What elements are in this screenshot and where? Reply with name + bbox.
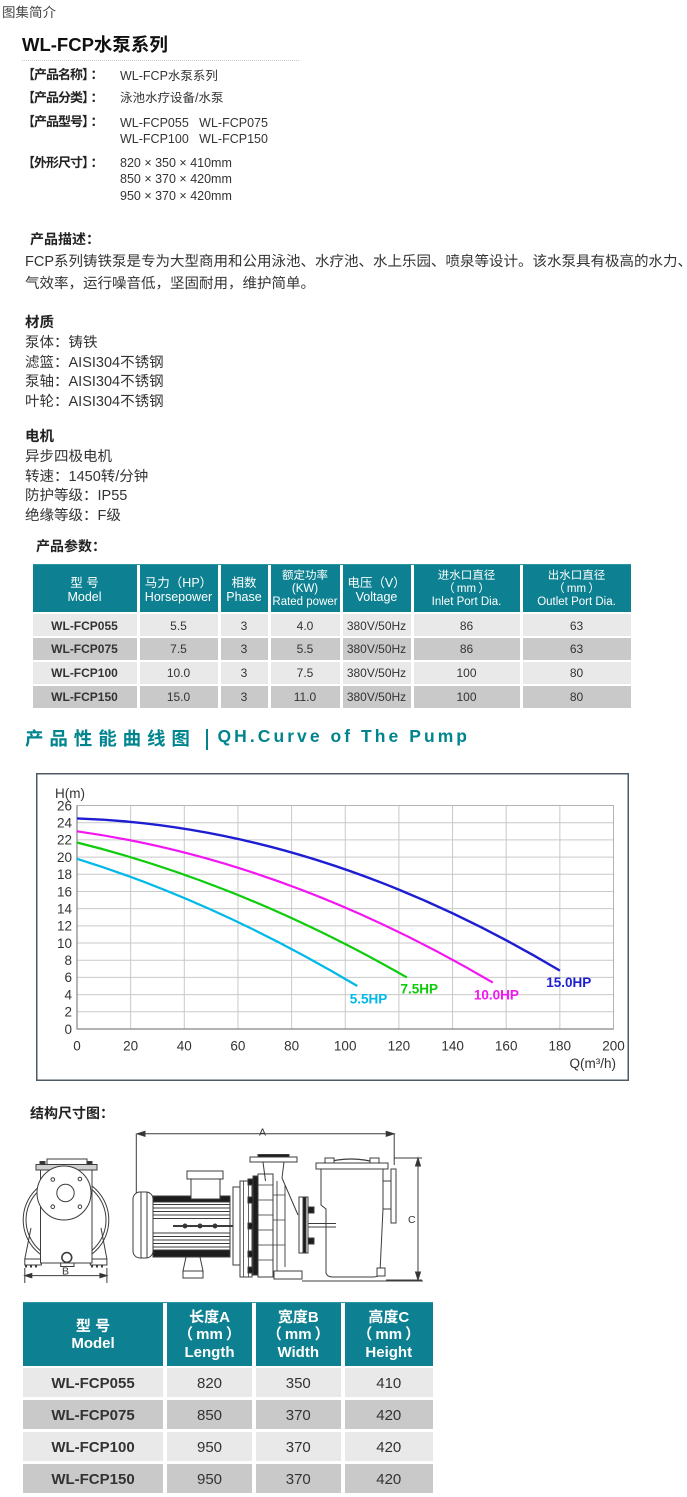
svg-text:40: 40: [177, 1039, 192, 1054]
svg-text:140: 140: [441, 1039, 464, 1054]
svg-text:8: 8: [64, 953, 72, 968]
svg-text:Q(m³/h): Q(m³/h): [570, 1056, 617, 1071]
svg-text:2: 2: [64, 1005, 72, 1020]
svg-text:26: 26: [57, 798, 72, 813]
svg-text:24: 24: [57, 816, 73, 831]
svg-text:0: 0: [64, 1022, 72, 1037]
svg-text:200: 200: [602, 1039, 625, 1054]
svg-text:18: 18: [57, 867, 72, 882]
svg-text:22: 22: [57, 833, 72, 848]
svg-text:20: 20: [123, 1039, 138, 1054]
svg-text:60: 60: [230, 1039, 245, 1054]
svg-text:0: 0: [73, 1039, 81, 1054]
svg-text:14: 14: [57, 902, 73, 917]
svg-text:A: A: [259, 1127, 266, 1139]
svg-text:180: 180: [549, 1039, 572, 1054]
svg-text:4: 4: [64, 987, 72, 1002]
svg-text:20: 20: [57, 850, 72, 865]
svg-text:H(m): H(m): [55, 786, 85, 801]
svg-text:10: 10: [57, 936, 72, 951]
svg-text:10.0HP: 10.0HP: [474, 987, 519, 1002]
svg-text:5.5HP: 5.5HP: [350, 992, 388, 1007]
svg-text:100: 100: [334, 1039, 357, 1054]
svg-text:16: 16: [57, 884, 72, 899]
svg-text:160: 160: [495, 1039, 518, 1054]
svg-text:15.0HP: 15.0HP: [546, 975, 591, 990]
svg-text:7.5HP: 7.5HP: [401, 982, 439, 997]
svg-text:B: B: [62, 1266, 69, 1278]
svg-text:12: 12: [57, 919, 72, 934]
svg-text:80: 80: [284, 1039, 299, 1054]
svg-text:120: 120: [388, 1039, 411, 1054]
svg-text:6: 6: [64, 970, 72, 985]
svg-text:C: C: [408, 1214, 416, 1226]
